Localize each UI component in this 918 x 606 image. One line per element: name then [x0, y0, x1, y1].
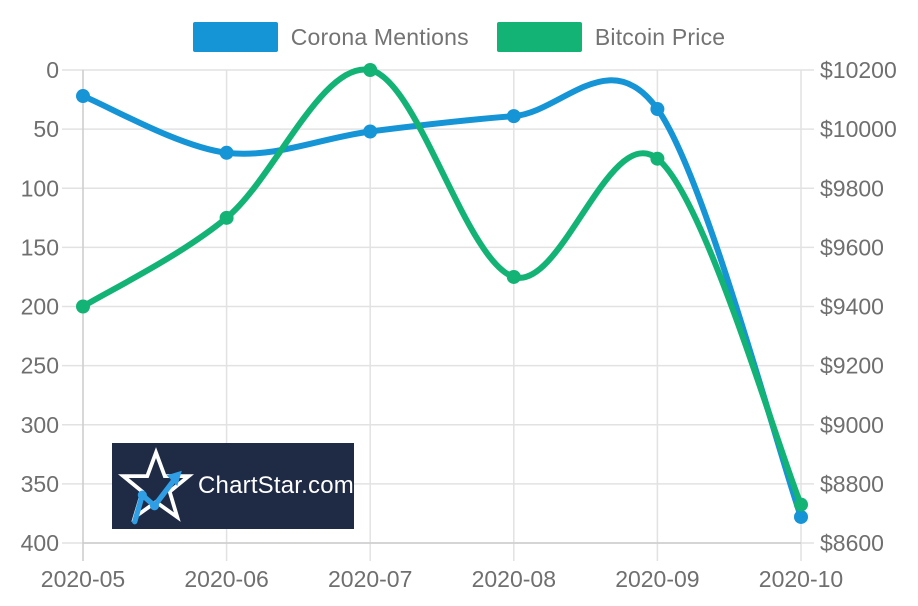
right-axis-tick-label: $8800 [820, 471, 884, 497]
x-axis-tick-label: 2020-10 [759, 566, 843, 592]
watermark-text: ChartStar.com [198, 472, 354, 499]
x-axis-tick-label: 2020-06 [184, 566, 268, 592]
data-point-bitcoin-price[interactable] [76, 299, 90, 314]
right-axis-tick-label: $9600 [820, 234, 884, 260]
legend-item-corona-mentions[interactable]: Corona Mentions [192, 22, 469, 52]
right-axis-tick-label: $9000 [820, 412, 884, 438]
x-axis-tick-label: 2020-07 [328, 566, 412, 592]
data-point-bitcoin-price[interactable] [650, 151, 665, 166]
watermark-logo: ChartStar.com [112, 443, 354, 529]
right-axis-tick-label: $8600 [820, 530, 884, 556]
legend: Corona Mentions Bitcoin Price [0, 22, 918, 52]
left-axis-tick-label: 400 [21, 530, 59, 556]
data-point-bitcoin-price[interactable] [506, 269, 521, 284]
series-line-bitcoin-price [80, 66, 804, 508]
left-axis-tick-label: 0 [46, 57, 59, 83]
x-axis-tick-label: 2020-05 [41, 566, 125, 592]
left-axis-tick-label: 150 [21, 234, 59, 260]
x-axis-tick-label: 2020-08 [472, 566, 556, 592]
right-axis-tick-label: $10200 [820, 57, 897, 83]
data-point-corona-mentions[interactable] [794, 509, 808, 524]
right-axis-tick-label: $9400 [820, 294, 884, 320]
left-axis-tick-label: 200 [21, 294, 59, 320]
right-axis-tick-label: $10000 [820, 116, 897, 142]
legend-swatch-bitcoin-price [496, 22, 582, 52]
data-point-corona-mentions[interactable] [363, 124, 378, 139]
data-point-corona-mentions[interactable] [76, 89, 90, 104]
data-point-corona-mentions[interactable] [219, 145, 234, 160]
legend-swatch-corona-mentions [192, 22, 278, 52]
data-point-bitcoin-price[interactable] [794, 497, 808, 512]
x-axis-tick-label: 2020-09 [615, 566, 699, 592]
legend-item-bitcoin-price[interactable]: Bitcoin Price [496, 22, 726, 52]
right-axis-tick-label: $9200 [820, 353, 884, 379]
data-point-bitcoin-price[interactable] [219, 210, 234, 225]
left-axis-tick-label: 100 [21, 175, 59, 201]
data-point-corona-mentions[interactable] [650, 102, 665, 117]
data-point-bitcoin-price[interactable] [363, 63, 378, 77]
chartstar-star-icon [118, 447, 194, 525]
data-point-corona-mentions[interactable] [506, 109, 521, 124]
legend-label-bitcoin-price: Bitcoin Price [594, 23, 726, 50]
left-axis-tick-label: 250 [21, 353, 59, 379]
left-axis-tick-label: 300 [21, 412, 59, 438]
right-axis-tick-label: $9800 [820, 175, 884, 201]
left-axis-tick-label: 50 [33, 116, 59, 142]
left-axis-tick-label: 350 [21, 471, 59, 497]
legend-label-corona-mentions: Corona Mentions [290, 23, 469, 50]
